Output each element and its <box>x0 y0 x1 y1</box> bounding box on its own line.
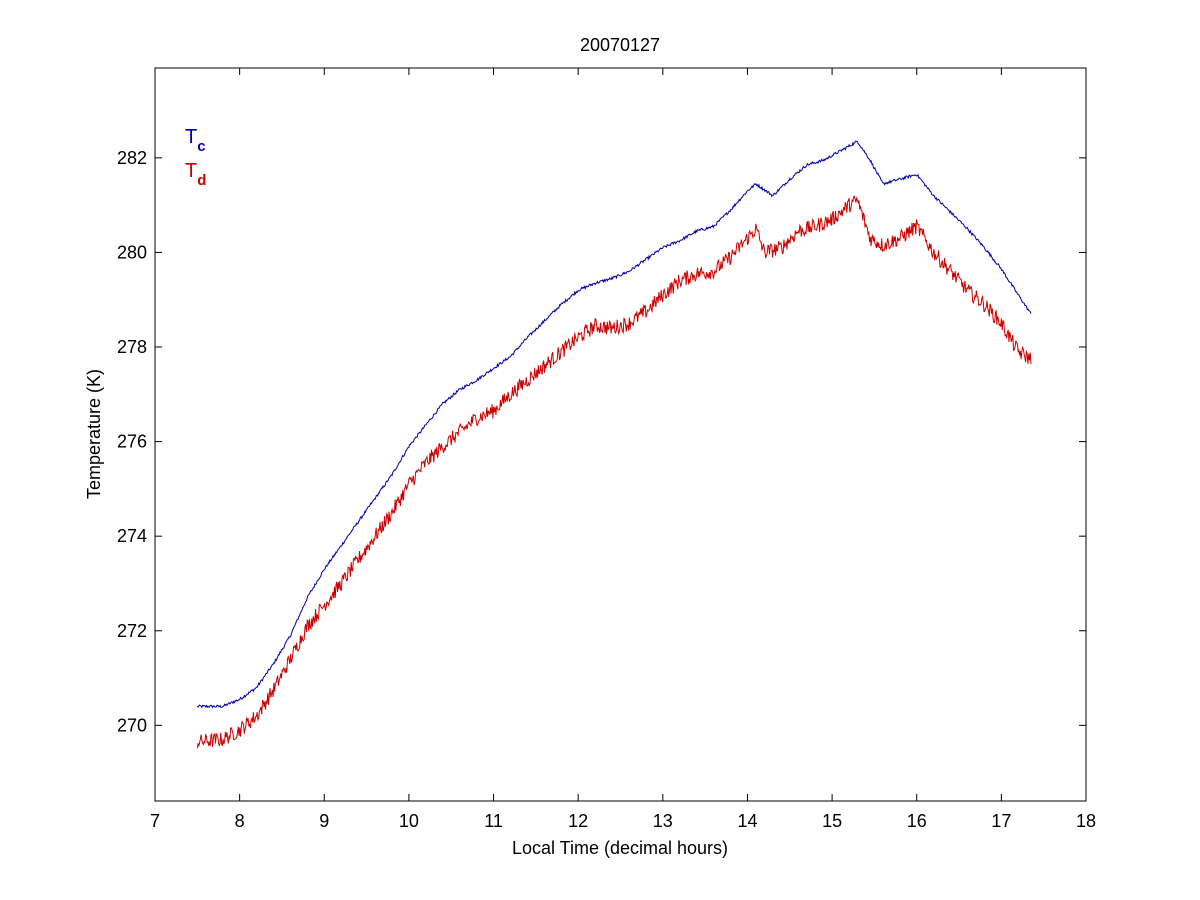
y-tick-label: 270 <box>117 715 147 735</box>
plot-area-frame <box>154 67 1087 802</box>
y-axis: 270 272 274 276 278 280 282 <box>117 148 1086 735</box>
y-tick-label: 274 <box>117 526 147 546</box>
legend-entry-1: Td <box>185 160 206 189</box>
series-line-1 <box>196 195 1032 749</box>
x-axis-label: Local Time (decimal hours) <box>512 838 728 858</box>
y-tick-label: 282 <box>117 148 147 168</box>
y-tick-label: 272 <box>117 621 147 641</box>
x-tick-label: 7 <box>150 811 160 831</box>
series-layer <box>196 140 1032 749</box>
x-tick-label: 17 <box>991 811 1011 831</box>
x-tick-label: 18 <box>1076 811 1096 831</box>
x-tick-label: 14 <box>737 811 757 831</box>
series-line-0 <box>196 140 1032 709</box>
chart-title: 20070127 <box>580 35 660 55</box>
x-tick-label: 9 <box>319 811 329 831</box>
x-tick-label: 10 <box>399 811 419 831</box>
x-tick-label: 16 <box>907 811 927 831</box>
x-tick-label: 13 <box>653 811 673 831</box>
legend-entry-0: Tc <box>185 126 206 155</box>
x-axis: 7 8 9 10 11 12 13 14 15 16 17 18 <box>150 68 1096 831</box>
legend: Tc Td <box>185 126 206 189</box>
y-axis-label: Temperature (K) <box>84 369 104 499</box>
y-tick-label: 280 <box>117 242 147 262</box>
y-tick-label: 276 <box>117 432 147 452</box>
y-tick-label: 278 <box>117 337 147 357</box>
x-tick-label: 15 <box>822 811 842 831</box>
x-tick-label: 11 <box>484 811 503 831</box>
x-tick-label: 8 <box>235 811 245 831</box>
x-tick-label: 12 <box>568 811 588 831</box>
